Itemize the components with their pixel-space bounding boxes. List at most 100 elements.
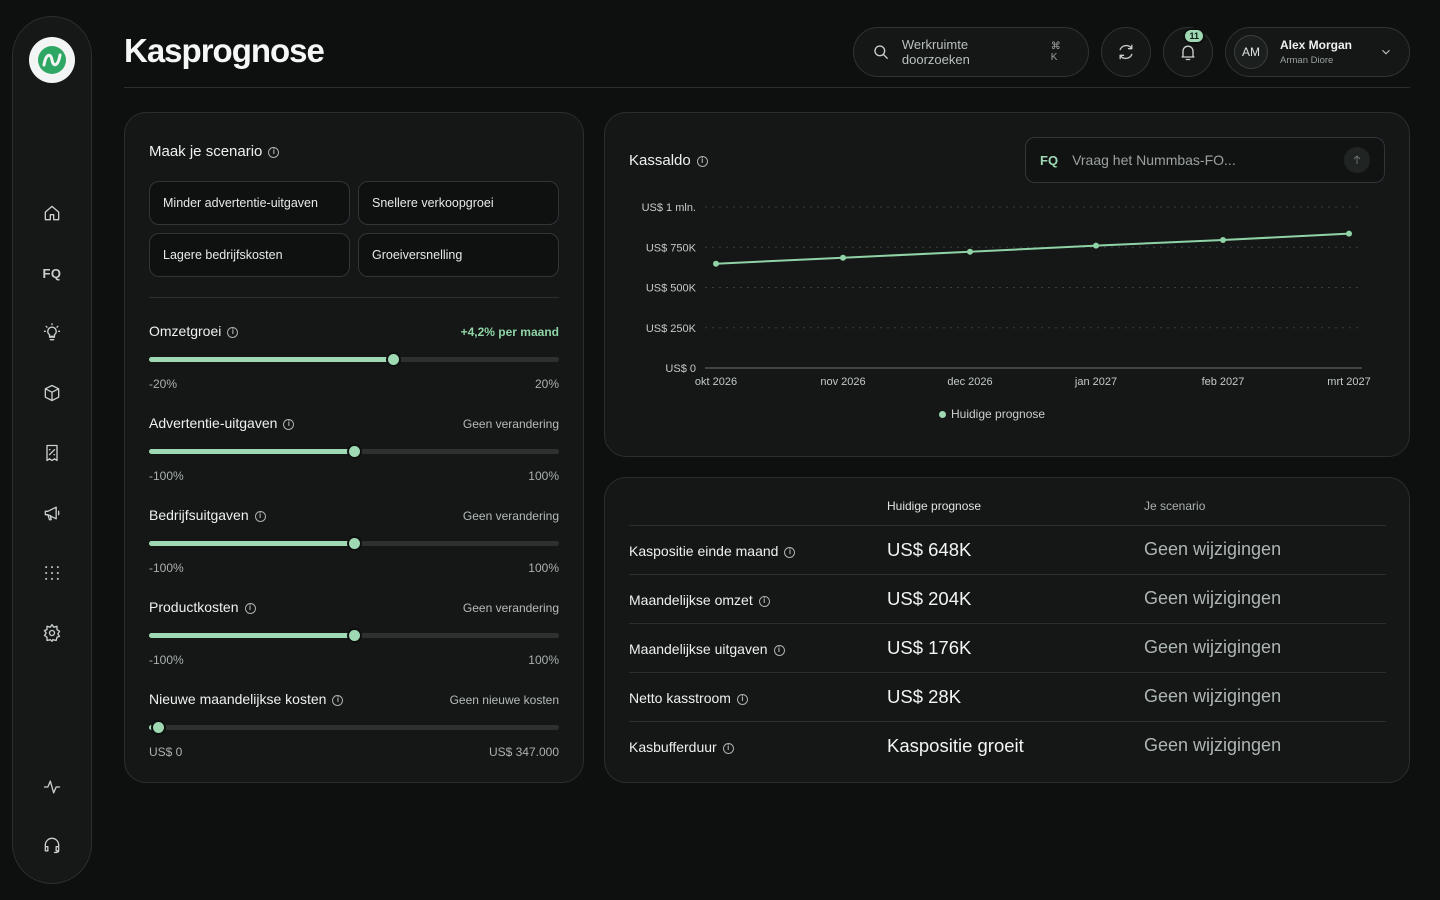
info-icon[interactable]: i <box>758 595 770 607</box>
search-shortcut: ⌘ K <box>1050 41 1061 63</box>
info-icon[interactable]: i <box>773 644 785 656</box>
slider-label-text: Productkosten <box>149 599 239 615</box>
table-row: Maandelijkse uitgaven i US$ 176K Geen wijzi… <box>629 623 1386 672</box>
cash-balance-title: Kassaldo i <box>629 152 708 169</box>
chip-groeiversnelling[interactable]: Groeiversnelling <box>358 233 559 277</box>
settings-icon[interactable] <box>39 620 65 646</box>
data-point <box>713 260 719 267</box>
info-icon[interactable]: i <box>722 742 734 754</box>
grid-icon[interactable] <box>39 560 65 586</box>
legend-label: Huidige prognose <box>951 407 1046 421</box>
arrow-up-icon <box>1353 155 1361 164</box>
row-current-value: US$ 28K <box>887 686 962 707</box>
y-tick-label: US$ 1 mln. <box>642 202 696 214</box>
row-label: Kasbufferduur i <box>629 739 734 755</box>
page-title: Kasprognose <box>124 32 325 69</box>
user-menu[interactable]: AM Alex Morgan Arman Diore <box>1225 27 1410 77</box>
info-icon[interactable]: i <box>283 418 295 430</box>
slider-max: US$ 347.000 <box>488 745 559 759</box>
scenario-title: Maak je scenario i <box>149 143 280 160</box>
x-tick-label: dec 2026 <box>947 376 992 388</box>
fq-icon: FQ <box>1040 152 1059 168</box>
slider-label-text: Bedrijfsuitgaven <box>149 507 249 523</box>
info-icon[interactable]: i <box>736 693 748 705</box>
chart-legend: Huidige prognose <box>939 407 1045 421</box>
slider-track[interactable] <box>149 444 559 459</box>
table-row: Netto kasstroom i US$ 28K Geen wijzigingen <box>629 672 1386 721</box>
info-icon[interactable]: i <box>268 146 280 158</box>
chip-minder-advertentie[interactable]: Minder advertentie-uitgaven <box>149 181 350 225</box>
x-tick-label: feb 2027 <box>1202 376 1245 388</box>
row-scenario-value: Geen wijzigingen <box>1144 588 1282 608</box>
x-tick-label: okt 2026 <box>695 376 737 388</box>
receipt-icon[interactable] <box>39 440 65 466</box>
fq-label: FQ <box>42 265 62 281</box>
slider-thumb[interactable] <box>151 720 166 735</box>
slider-status: Geen nieuwe kosten <box>449 693 559 707</box>
logo-mark-icon <box>38 46 66 74</box>
slider-label: Nieuwe maandelijkse kosten i <box>149 691 344 707</box>
refresh-button[interactable] <box>1101 27 1151 77</box>
cash-balance-title-text: Kassaldo <box>629 152 691 169</box>
info-icon[interactable]: i <box>696 155 708 167</box>
info-icon[interactable]: i <box>784 546 796 558</box>
slider-thumb[interactable] <box>386 352 401 367</box>
lightbulb-icon[interactable] <box>39 320 65 346</box>
slider-track[interactable] <box>149 352 559 367</box>
send-button[interactable] <box>1344 147 1370 173</box>
fq-icon[interactable]: FQ <box>39 260 65 286</box>
slider-min: -100% <box>149 653 184 667</box>
chevron-down-icon <box>1382 49 1390 55</box>
slider-thumb[interactable] <box>347 444 362 459</box>
row-current-value: US$ 176K <box>887 637 972 658</box>
refresh-icon <box>1119 44 1133 60</box>
slider-max: 20% <box>534 377 559 391</box>
info-icon[interactable]: i <box>227 326 239 338</box>
nummbas-logo[interactable] <box>29 37 75 83</box>
info-icon[interactable]: i <box>244 602 256 614</box>
row-scenario-value: Geen wijzigingen <box>1144 735 1282 755</box>
activity-icon[interactable] <box>39 774 65 800</box>
header-divider <box>124 87 1410 88</box>
data-point <box>1093 242 1099 249</box>
cash-balance-chart: US$ 1 mln. US$ 750K US$ 500K US$ 250K US$ 0o… <box>642 202 1371 388</box>
slider-track[interactable] <box>149 628 559 643</box>
workspace-search[interactable]: Werkruimte doorzoeken ⌘ K <box>853 27 1089 77</box>
scenario-card: Maak je scenario i Minder advertentie-uit… <box>124 112 584 783</box>
slider-1: Advertentie-uitgaven i Geen verandering -10… <box>149 415 559 495</box>
data-point <box>1220 237 1226 243</box>
slider-status: Geen verandering <box>462 417 559 431</box>
chip-snellere-verkoopgroei[interactable]: Snellere verkoopgroei <box>358 181 559 225</box>
slider-thumb[interactable] <box>347 628 362 643</box>
home-icon[interactable] <box>39 200 65 226</box>
bell-icon <box>1181 45 1195 61</box>
info-icon[interactable]: i <box>332 694 344 706</box>
headset-icon[interactable] <box>39 832 65 858</box>
slider-4: Nieuwe maandelijkse kosten i Geen nieuwe k… <box>149 691 559 771</box>
slider-label: Omzetgroei i <box>149 323 239 339</box>
slider-label-text: Advertentie-uitgaven <box>149 415 278 431</box>
notifications-button[interactable]: 11 <box>1163 27 1213 77</box>
box-icon[interactable] <box>39 380 65 406</box>
table-row: Kaspositie einde maand i US$ 648K Geen wijz… <box>629 525 1386 574</box>
row-label-text: Netto kasstroom <box>629 690 731 706</box>
data-point <box>840 254 846 261</box>
slider-status: Geen verandering <box>462 509 559 523</box>
cash-balance-card: Kassaldo i FQ Vraag het Nummbas-FO... US$… <box>604 112 1410 457</box>
data-point <box>967 248 973 255</box>
y-tick-label: US$ 500K <box>646 283 697 295</box>
slider-label: Productkosten i <box>149 599 256 615</box>
slider-thumb[interactable] <box>347 536 362 551</box>
info-icon[interactable]: i <box>254 510 266 522</box>
slider-label: Bedrijfsuitgaven i <box>149 507 266 523</box>
legend-dot <box>939 410 946 418</box>
col-header-current: Huidige prognose <box>887 499 982 513</box>
slider-track[interactable] <box>149 536 559 551</box>
ask-fq-input[interactable]: FQ Vraag het Nummbas-FO... <box>1025 137 1385 183</box>
row-label: Netto kasstroom i <box>629 690 748 706</box>
row-label-text: Maandelijkse uitgaven <box>629 641 768 657</box>
chip-lagere-bedrijfskosten[interactable]: Lagere bedrijfskosten <box>149 233 350 277</box>
row-scenario-value: Geen wijzigingen <box>1144 686 1282 706</box>
slider-track[interactable] <box>149 720 559 735</box>
megaphone-icon[interactable] <box>39 500 65 526</box>
